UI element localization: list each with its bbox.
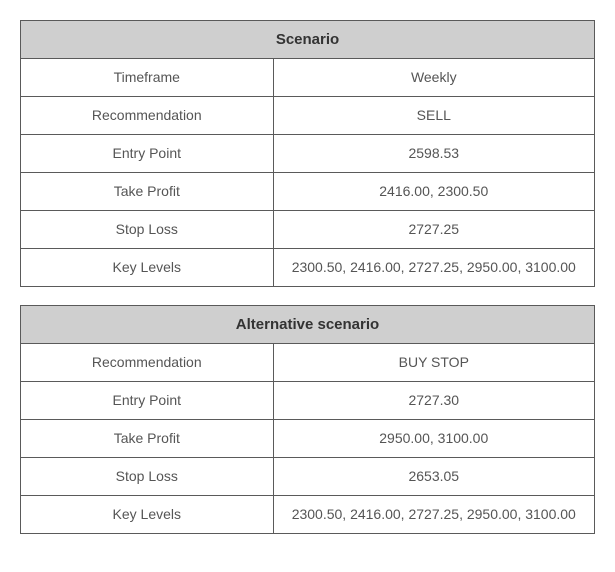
row-value: 2727.30 (273, 382, 594, 420)
row-value: 2300.50, 2416.00, 2727.25, 2950.00, 3100… (273, 249, 594, 287)
alternative-table: Alternative scenario Recommendation BUY … (20, 305, 595, 534)
table-row: Key Levels 2300.50, 2416.00, 2727.25, 29… (21, 496, 595, 534)
row-label: Entry Point (21, 382, 274, 420)
row-value: 2300.50, 2416.00, 2727.25, 2950.00, 3100… (273, 496, 594, 534)
table-header-row: Scenario (21, 21, 595, 59)
row-value: SELL (273, 97, 594, 135)
alternative-title: Alternative scenario (21, 306, 595, 344)
table-row: Key Levels 2300.50, 2416.00, 2727.25, 29… (21, 249, 595, 287)
row-label: Recommendation (21, 344, 274, 382)
table-row: Take Profit 2416.00, 2300.50 (21, 173, 595, 211)
table-row: Stop Loss 2653.05 (21, 458, 595, 496)
row-label: Stop Loss (21, 458, 274, 496)
row-value: Weekly (273, 59, 594, 97)
row-label: Key Levels (21, 496, 274, 534)
scenario-table: Scenario Timeframe Weekly Recommendation… (20, 20, 595, 287)
table-row: Take Profit 2950.00, 3100.00 (21, 420, 595, 458)
row-label: Take Profit (21, 420, 274, 458)
table-row: Entry Point 2598.53 (21, 135, 595, 173)
scenario-table-wrap: Scenario Timeframe Weekly Recommendation… (20, 20, 595, 287)
table-header-row: Alternative scenario (21, 306, 595, 344)
row-label: Take Profit (21, 173, 274, 211)
row-value: 2598.53 (273, 135, 594, 173)
row-value: 2727.25 (273, 211, 594, 249)
row-value: 2950.00, 3100.00 (273, 420, 594, 458)
row-label: Stop Loss (21, 211, 274, 249)
table-row: Stop Loss 2727.25 (21, 211, 595, 249)
alternative-table-wrap: Alternative scenario Recommendation BUY … (20, 305, 595, 534)
table-row: Entry Point 2727.30 (21, 382, 595, 420)
table-row: Timeframe Weekly (21, 59, 595, 97)
row-label: Key Levels (21, 249, 274, 287)
row-label: Timeframe (21, 59, 274, 97)
row-value: 2653.05 (273, 458, 594, 496)
row-label: Entry Point (21, 135, 274, 173)
row-value: 2416.00, 2300.50 (273, 173, 594, 211)
scenario-title: Scenario (21, 21, 595, 59)
table-row: Recommendation BUY STOP (21, 344, 595, 382)
row-label: Recommendation (21, 97, 274, 135)
table-row: Recommendation SELL (21, 97, 595, 135)
row-value: BUY STOP (273, 344, 594, 382)
